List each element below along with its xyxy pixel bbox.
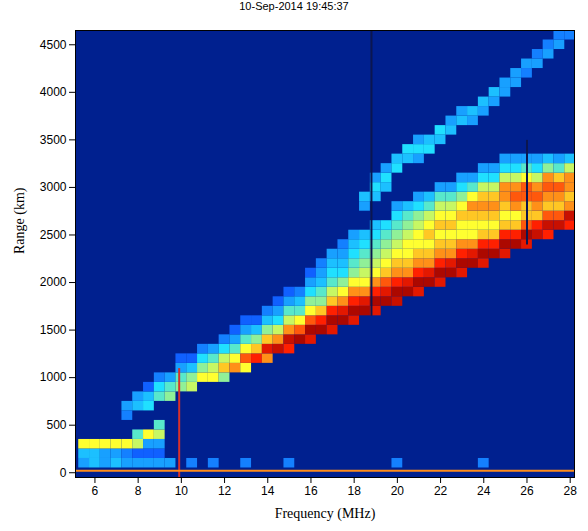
- svg-text:1000: 1000: [40, 370, 67, 384]
- svg-text:6: 6: [92, 484, 99, 498]
- svg-text:8: 8: [135, 484, 142, 498]
- svg-text:20: 20: [391, 484, 405, 498]
- svg-text:1500: 1500: [40, 323, 67, 337]
- svg-text:2500: 2500: [40, 228, 67, 242]
- svg-text:3000: 3000: [40, 180, 67, 194]
- svg-text:3500: 3500: [40, 133, 67, 147]
- svg-text:4000: 4000: [40, 85, 67, 99]
- svg-text:24: 24: [477, 484, 491, 498]
- svg-text:Range (km): Range (km): [12, 187, 28, 254]
- svg-text:10: 10: [175, 484, 189, 498]
- svg-text:22: 22: [434, 484, 448, 498]
- svg-text:Frequency (MHz): Frequency (MHz): [275, 506, 376, 522]
- svg-text:12: 12: [218, 484, 232, 498]
- svg-text:26: 26: [520, 484, 534, 498]
- svg-text:16: 16: [304, 484, 318, 498]
- svg-text:4500: 4500: [40, 38, 67, 52]
- svg-text:14: 14: [261, 484, 275, 498]
- svg-text:28: 28: [563, 484, 577, 498]
- svg-text:0: 0: [60, 466, 67, 480]
- html-text:10-Sep-2014 19:45:37: 10-Sep-2014 19:45:37: [239, 0, 349, 12]
- svg-text:18: 18: [347, 484, 361, 498]
- svg-text:2000: 2000: [40, 275, 67, 289]
- svg-text:500: 500: [46, 418, 66, 432]
